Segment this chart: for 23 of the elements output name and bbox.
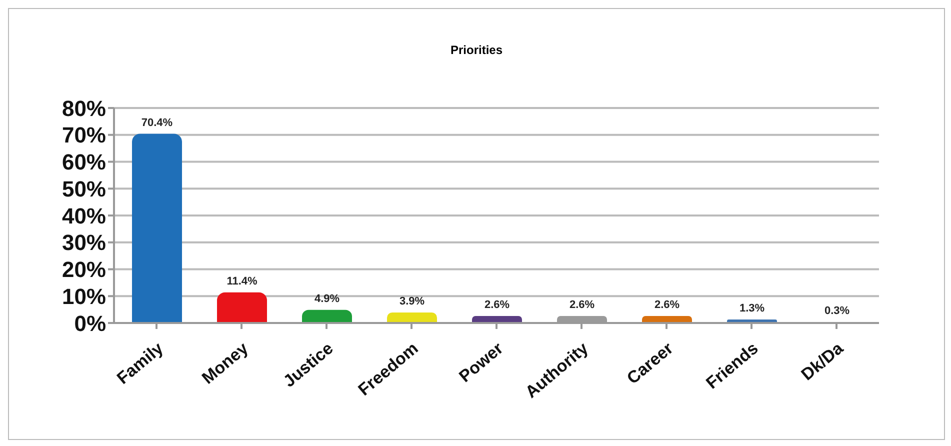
- data-label: 2.6%: [484, 299, 510, 312]
- data-label: 4.9%: [314, 292, 340, 305]
- bar: [132, 134, 182, 323]
- y-tick-label: 40%: [62, 203, 106, 228]
- y-tick-label: 50%: [62, 176, 106, 202]
- y-tick-label: 70%: [62, 122, 106, 148]
- y-tick-label: 60%: [62, 150, 106, 175]
- bar: [217, 292, 267, 323]
- y-tick-label: 0%: [74, 310, 106, 336]
- bar: [302, 310, 352, 323]
- data-label: 3.9%: [399, 296, 425, 308]
- data-label: 70.4%: [141, 116, 173, 129]
- y-tick-label: 10%: [62, 284, 106, 309]
- y-tick-label: 80%: [62, 96, 106, 121]
- y-tick-label: 20%: [62, 257, 106, 282]
- data-label: 11.4%: [226, 275, 258, 288]
- data-label: 2.6%: [569, 299, 595, 312]
- data-label: 2.6%: [654, 299, 680, 312]
- bar: [387, 312, 437, 323]
- data-label: 1.3%: [739, 302, 765, 315]
- y-tick-label: 30%: [62, 230, 106, 256]
- data-label: 0.3%: [824, 305, 850, 318]
- chart-title: Priorities: [449, 43, 504, 59]
